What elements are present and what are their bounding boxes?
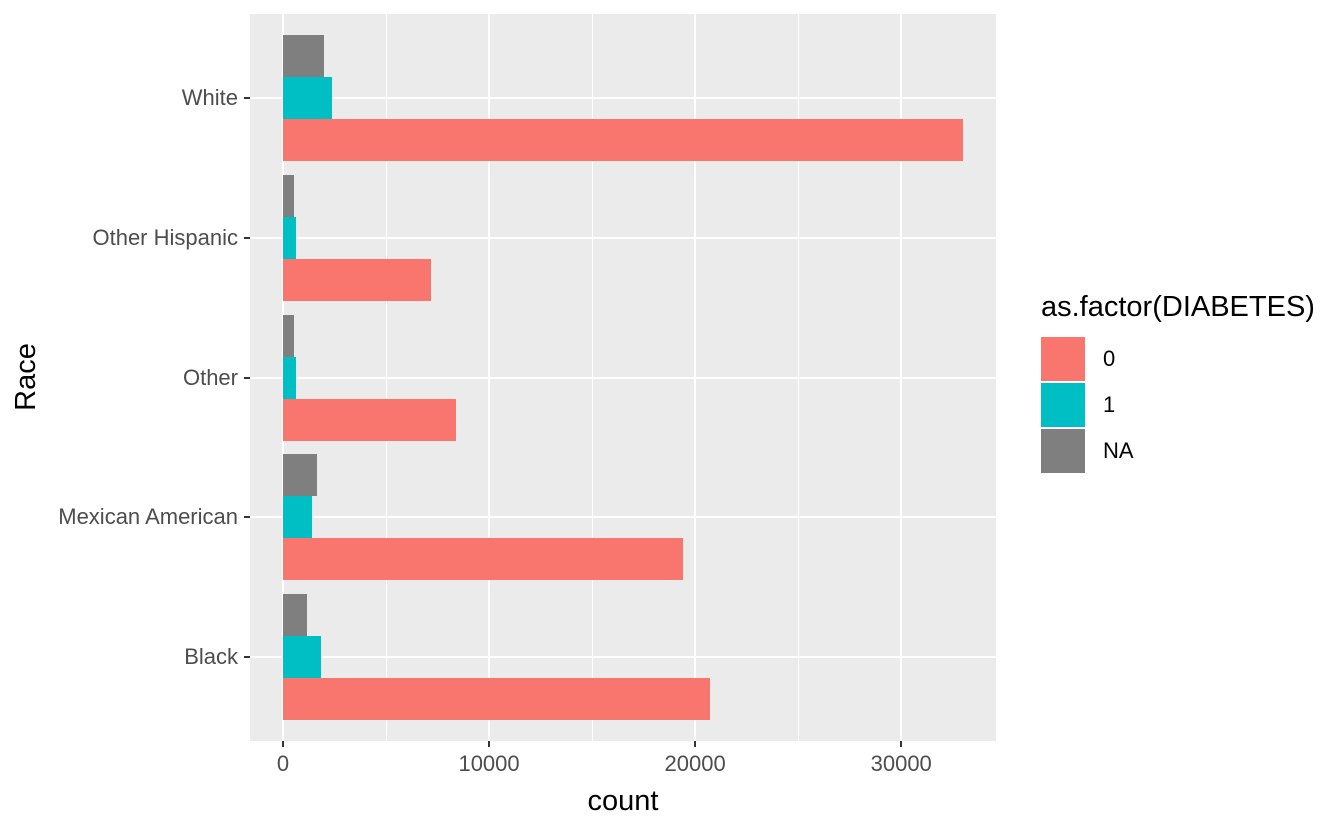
legend-key-swatch xyxy=(1041,429,1085,473)
y-tick-label: Black xyxy=(184,644,238,670)
bar-black-0 xyxy=(282,678,710,721)
y-tick-mark xyxy=(244,236,250,239)
legend-label: NA xyxy=(1103,438,1134,463)
x-axis-title: count xyxy=(587,785,659,817)
y-tick-mark xyxy=(244,96,250,99)
legend-item-1: 1 xyxy=(1041,383,1341,427)
gridline-major-horizontal xyxy=(250,96,996,99)
legend: as.factor(DIABETES) 0 1 NA xyxy=(1041,291,1341,475)
gridline-major-horizontal xyxy=(250,656,996,659)
gridline-major-horizontal xyxy=(250,376,996,379)
y-tick-mark xyxy=(244,376,250,379)
y-tick-label: Other xyxy=(182,364,238,390)
bar-mexican-american-0 xyxy=(282,538,683,581)
y-tick-mark xyxy=(244,656,250,659)
x-tick-label: 10000 xyxy=(458,751,520,776)
bar-other-hispanic-1 xyxy=(282,216,296,259)
bar-other-0 xyxy=(282,398,457,441)
x-tick-mark xyxy=(694,741,697,747)
legend-key-swatch xyxy=(1041,337,1085,381)
y-tick-label: White xyxy=(181,84,238,110)
x-tick-label: 0 xyxy=(276,751,290,776)
plot-panel xyxy=(250,14,996,741)
bar-white-0 xyxy=(282,118,964,161)
bar-mexican-american-1 xyxy=(282,496,312,539)
legend-title: as.factor(DIABETES) xyxy=(1041,291,1315,323)
bar-other-na xyxy=(282,314,294,357)
x-tick-label: 30000 xyxy=(870,751,932,776)
bar-other-hispanic-na xyxy=(282,174,294,217)
bar-black-1 xyxy=(282,636,322,679)
bar-mexican-american-na xyxy=(282,454,317,497)
legend-item-0: 0 xyxy=(1041,337,1341,381)
bar-white-na xyxy=(282,34,325,77)
x-tick-label: 20000 xyxy=(664,751,726,776)
y-tick-mark xyxy=(244,516,250,519)
gridline-major-horizontal xyxy=(250,236,996,239)
y-tick-label: Other Hispanic xyxy=(92,224,238,250)
legend-item-na: NA xyxy=(1041,429,1341,473)
bar-black-na xyxy=(282,594,307,637)
bar-other-1 xyxy=(282,356,296,399)
x-tick-mark xyxy=(281,741,284,747)
y-tick-label: Mexican American xyxy=(58,504,238,530)
legend-items: 0 1 NA xyxy=(1041,337,1341,473)
x-tick-mark xyxy=(488,741,491,747)
gridline-major-horizontal xyxy=(250,516,996,519)
bar-other-hispanic-0 xyxy=(282,258,432,301)
legend-key-swatch xyxy=(1041,383,1085,427)
x-tick-mark xyxy=(900,741,903,747)
bar-white-1 xyxy=(282,76,333,119)
legend-label: 0 xyxy=(1103,346,1116,371)
legend-label: 1 xyxy=(1103,392,1116,417)
